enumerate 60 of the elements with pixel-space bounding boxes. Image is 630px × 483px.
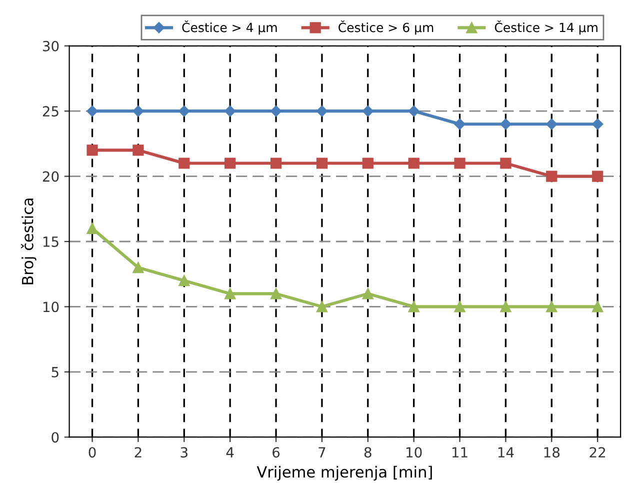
point bbox=[316, 158, 328, 169]
point bbox=[546, 118, 558, 130]
x-axis-title: Vrijeme mjerenja [min] bbox=[256, 466, 432, 481]
point bbox=[132, 105, 144, 117]
point bbox=[592, 118, 604, 130]
legend-label: Čestice > 14 µm bbox=[494, 20, 598, 35]
x-tick-label: 4 bbox=[226, 447, 234, 458]
point bbox=[454, 118, 466, 130]
x-tick-label: 11 bbox=[452, 447, 468, 458]
point bbox=[500, 158, 512, 169]
point bbox=[224, 105, 236, 117]
point bbox=[454, 158, 466, 169]
point bbox=[270, 288, 282, 300]
y-tick-label: 20 bbox=[42, 171, 59, 182]
x-tick-label: 8 bbox=[364, 447, 372, 458]
point bbox=[270, 105, 282, 117]
point bbox=[362, 288, 374, 300]
point bbox=[270, 158, 282, 169]
point bbox=[224, 158, 236, 169]
point bbox=[132, 262, 144, 274]
point bbox=[500, 118, 512, 130]
y-tick-label: 5 bbox=[52, 367, 58, 378]
point bbox=[362, 158, 374, 169]
point bbox=[592, 301, 604, 312]
y-tick-label: 0 bbox=[52, 432, 59, 443]
point bbox=[224, 288, 236, 300]
point bbox=[316, 301, 328, 312]
point bbox=[592, 170, 604, 182]
legend-label: Čestice > 4 µm bbox=[182, 20, 277, 35]
point bbox=[454, 301, 466, 312]
point bbox=[362, 105, 374, 117]
point bbox=[500, 301, 512, 312]
point bbox=[408, 301, 420, 312]
x-tick-label: 6 bbox=[272, 447, 280, 458]
x-tick-label: 0 bbox=[88, 447, 96, 458]
x-tick-label: 22 bbox=[590, 447, 606, 458]
point bbox=[86, 222, 98, 234]
y-tick-label: 30 bbox=[42, 40, 59, 52]
point bbox=[178, 105, 190, 117]
point bbox=[546, 301, 558, 312]
y-tick-label: 10 bbox=[43, 302, 59, 312]
point bbox=[316, 105, 328, 117]
point bbox=[408, 105, 420, 117]
y-tick-label: 25 bbox=[42, 106, 58, 117]
x-tick-label: 18 bbox=[544, 447, 560, 458]
point bbox=[408, 158, 420, 169]
point bbox=[86, 105, 98, 117]
legend-label: Čestice > 6 µm bbox=[338, 20, 434, 35]
point bbox=[178, 275, 190, 286]
x-tick-label: 7 bbox=[318, 447, 326, 458]
point bbox=[546, 170, 558, 182]
x-tick-label: 14 bbox=[498, 447, 514, 458]
point bbox=[132, 144, 144, 156]
point bbox=[86, 144, 98, 156]
x-tick-label: 3 bbox=[180, 447, 188, 458]
y-tick-label: 15 bbox=[43, 236, 58, 247]
x-tick-label: 2 bbox=[134, 447, 142, 458]
x-tick-label: 10 bbox=[406, 447, 422, 458]
point bbox=[178, 158, 190, 169]
y-axis-title: Broj čestica bbox=[20, 198, 36, 284]
